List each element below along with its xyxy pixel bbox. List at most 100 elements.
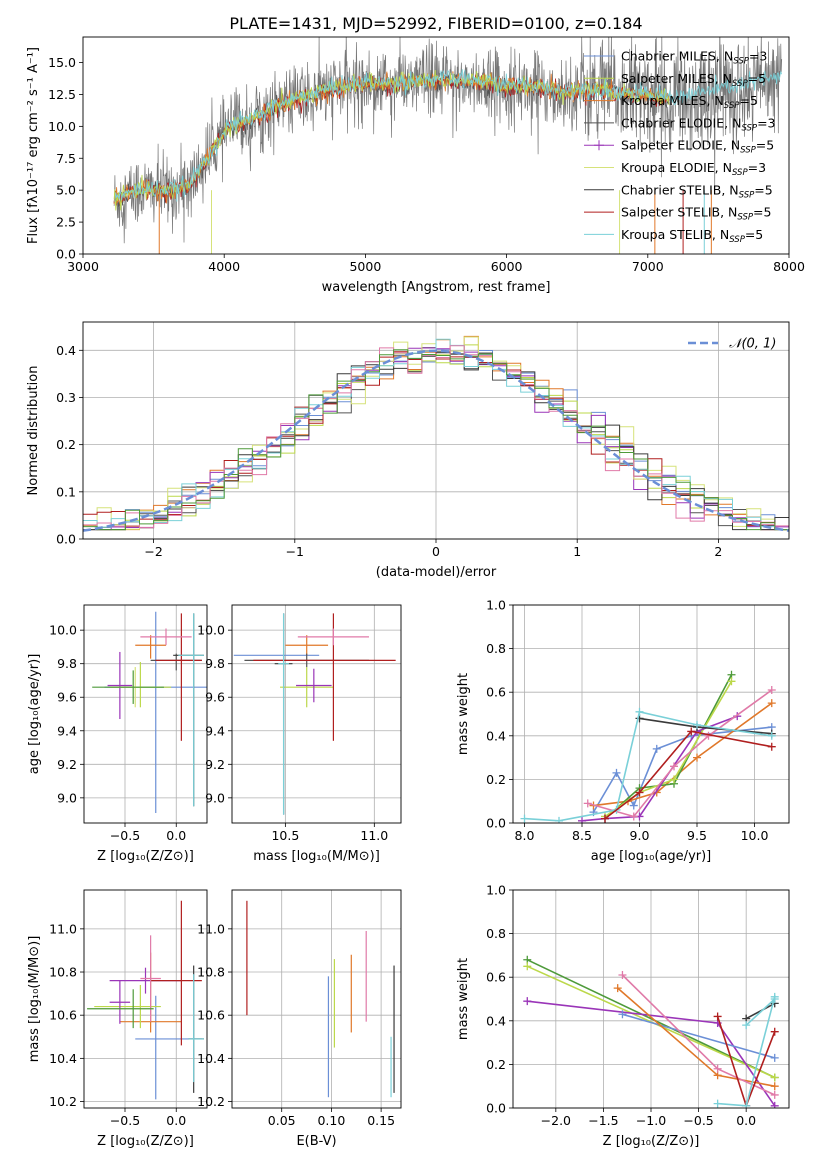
- x-tick-label: 3000: [67, 259, 99, 274]
- mass-weight-marker: [727, 677, 736, 686]
- model-line-salpeter-miles: [113, 69, 670, 211]
- y-tick-label: 9.6: [57, 690, 77, 705]
- legend-entry: Chabrier ELODIE, NSSP=3: [621, 115, 776, 133]
- panel-mass_vs_EBV: 0.05 0.10 0.15 10.2 10.4 10.6 10.8 11.0 E(B-V): [197, 889, 402, 1149]
- x-axis-label: mass [log₁₀(M/M⊙)]: [253, 849, 380, 864]
- mass-weight-line-3: [604, 680, 733, 818]
- y-tick-label: 0.6: [486, 970, 506, 985]
- y-tick-label: 0.0: [56, 247, 76, 262]
- mass-weight-marker: [742, 1101, 751, 1108]
- x-axis-label: Z [log₁₀(Z/Z⊙)]: [97, 849, 194, 864]
- panel-spectrum: 3000 4000 5000 6000 7000 8000 0.0 2.5 5.0 7.5 10.0…: [26, 36, 805, 295]
- y-tick-label: 0.0: [486, 1101, 506, 1116]
- y-tick-label: 0.6: [486, 685, 506, 700]
- normal-curve: [83, 349, 789, 532]
- mass-weight-line-3: [622, 1013, 775, 1059]
- y-axis-label: mass [log₁₀(M/M⊙)]: [27, 936, 42, 1063]
- y-tick-label: 10.4: [197, 1051, 225, 1066]
- mass-weight-line-7: [524, 710, 772, 822]
- y-tick-label: 0.4: [56, 343, 76, 358]
- y-tick-label: 0.3: [56, 390, 76, 405]
- x-tick-label: 6000: [491, 259, 523, 274]
- x-tick-label: 0: [432, 544, 440, 559]
- axes-frame: [512, 889, 790, 1109]
- histogram-step-9: [83, 345, 789, 528]
- histogram-step-10: [83, 349, 789, 531]
- mass-weight-marker: [601, 814, 609, 823]
- x-tick-label: 8.0: [515, 828, 535, 843]
- x-axis-label: Z [log₁₀(Z/Z⊙)]: [97, 1134, 194, 1149]
- x-tick-label: −0.5: [683, 1113, 713, 1128]
- y-tick-label: 11.0: [197, 921, 225, 936]
- y-tick-label: 1.0: [486, 598, 506, 613]
- mass-weight-line-7: [745, 1002, 776, 1020]
- mass-weight-marker: [687, 727, 696, 736]
- mass-weight-marker: [612, 768, 621, 777]
- x-tick-label: 5000: [349, 259, 381, 274]
- legend-entry: Chabrier STELIB, NSSP=5: [621, 182, 773, 200]
- y-tick-label: 9.6: [205, 690, 225, 705]
- y-tick-label: 11.0: [49, 921, 77, 936]
- y-tick-label: 9.2: [205, 757, 225, 772]
- x-tick-label: 2: [714, 544, 722, 559]
- mass-weight-line-9: [745, 998, 776, 1026]
- mass-weight-marker: [618, 971, 627, 980]
- plot-area-mass_vs_EBV: [246, 900, 395, 1098]
- mass-weight-marker: [583, 799, 592, 808]
- mass-weight-marker: [770, 1073, 779, 1082]
- mass-weight-marker: [767, 742, 776, 751]
- axes-frame: [231, 889, 402, 1109]
- y-tick-label: 10.2: [197, 1094, 225, 1109]
- y-tick-label: 9.4: [205, 723, 225, 738]
- x-axis-label: wavelength [Angstrom, rest frame]: [322, 280, 551, 295]
- x-tick-label: 0.05: [268, 1113, 296, 1128]
- mass-weight-marker: [713, 1099, 722, 1108]
- mass-weight-marker: [770, 1053, 779, 1062]
- y-tick-label: 9.2: [57, 757, 77, 772]
- x-tick-label: 9.5: [687, 828, 707, 843]
- mass-weight-marker: [767, 699, 776, 708]
- mass-weight-marker: [578, 816, 586, 823]
- model-line-kroupa-stelib: [113, 69, 783, 202]
- mass-weight-marker: [770, 1082, 779, 1091]
- mass-weight-marker: [713, 1012, 722, 1021]
- y-tick-label: 0.8: [486, 641, 506, 656]
- x-tick-label: 0.0: [166, 828, 186, 843]
- mass-weight-marker: [770, 1101, 779, 1108]
- y-tick-label: 5.0: [56, 183, 76, 198]
- x-axis-label: age [log₁₀(age/yr)]: [591, 849, 712, 864]
- legend-entry: 𝒩(0, 1): [729, 337, 776, 352]
- mass-weight-marker: [523, 962, 532, 971]
- mass-weight-marker: [742, 1021, 751, 1030]
- x-tick-label: −1.5: [588, 1113, 618, 1128]
- mass-weight-marker: [555, 816, 563, 823]
- mass-weight-line-1: [593, 702, 773, 807]
- mass-weight-marker: [629, 801, 638, 810]
- y-tick-label: 10.0: [197, 623, 225, 638]
- y-tick-label: 10.8: [49, 965, 77, 980]
- histogram-step-8: [83, 338, 789, 531]
- mass-weight-line-5: [587, 689, 773, 818]
- y-tick-label: 10.2: [49, 1094, 77, 1109]
- y-tick-label: 0.1: [56, 484, 76, 499]
- mass-weight-marker: [520, 814, 529, 823]
- panel-age_vs_mass: 10.5 11.0 9.0 9.2 9.4 9.6 9.8 10.0 mass [log₁₀(M…: [197, 604, 402, 864]
- y-tick-label: 0.0: [56, 532, 76, 547]
- y-tick-label: 15.0: [48, 55, 76, 70]
- plot-area-age_vs_mass: [233, 613, 396, 815]
- y-tick-label: 7.5: [56, 151, 76, 166]
- panels: 3000 4000 5000 6000 7000 80000.02.55.07.510.0…: [26, 36, 805, 1149]
- mass-weight-marker: [618, 1010, 627, 1019]
- y-tick-label: 10.6: [197, 1008, 225, 1023]
- x-axis-label: (data-model)/error: [376, 565, 497, 580]
- legend-entry: Kroupa MILES, NSSP=5: [621, 93, 758, 111]
- mass-weight-marker: [670, 775, 678, 784]
- y-tick-label: 10.8: [197, 965, 225, 980]
- mass-weight-marker: [635, 788, 644, 797]
- plot-area-mass_weight_vs_age: [520, 670, 776, 823]
- mass-weight-marker: [693, 753, 701, 762]
- x-axis-label: E(B-V): [296, 1134, 336, 1149]
- x-tick-label: 4000: [208, 259, 240, 274]
- mass-weight-marker: [523, 997, 532, 1006]
- data-spectrum-line: [113, 37, 783, 244]
